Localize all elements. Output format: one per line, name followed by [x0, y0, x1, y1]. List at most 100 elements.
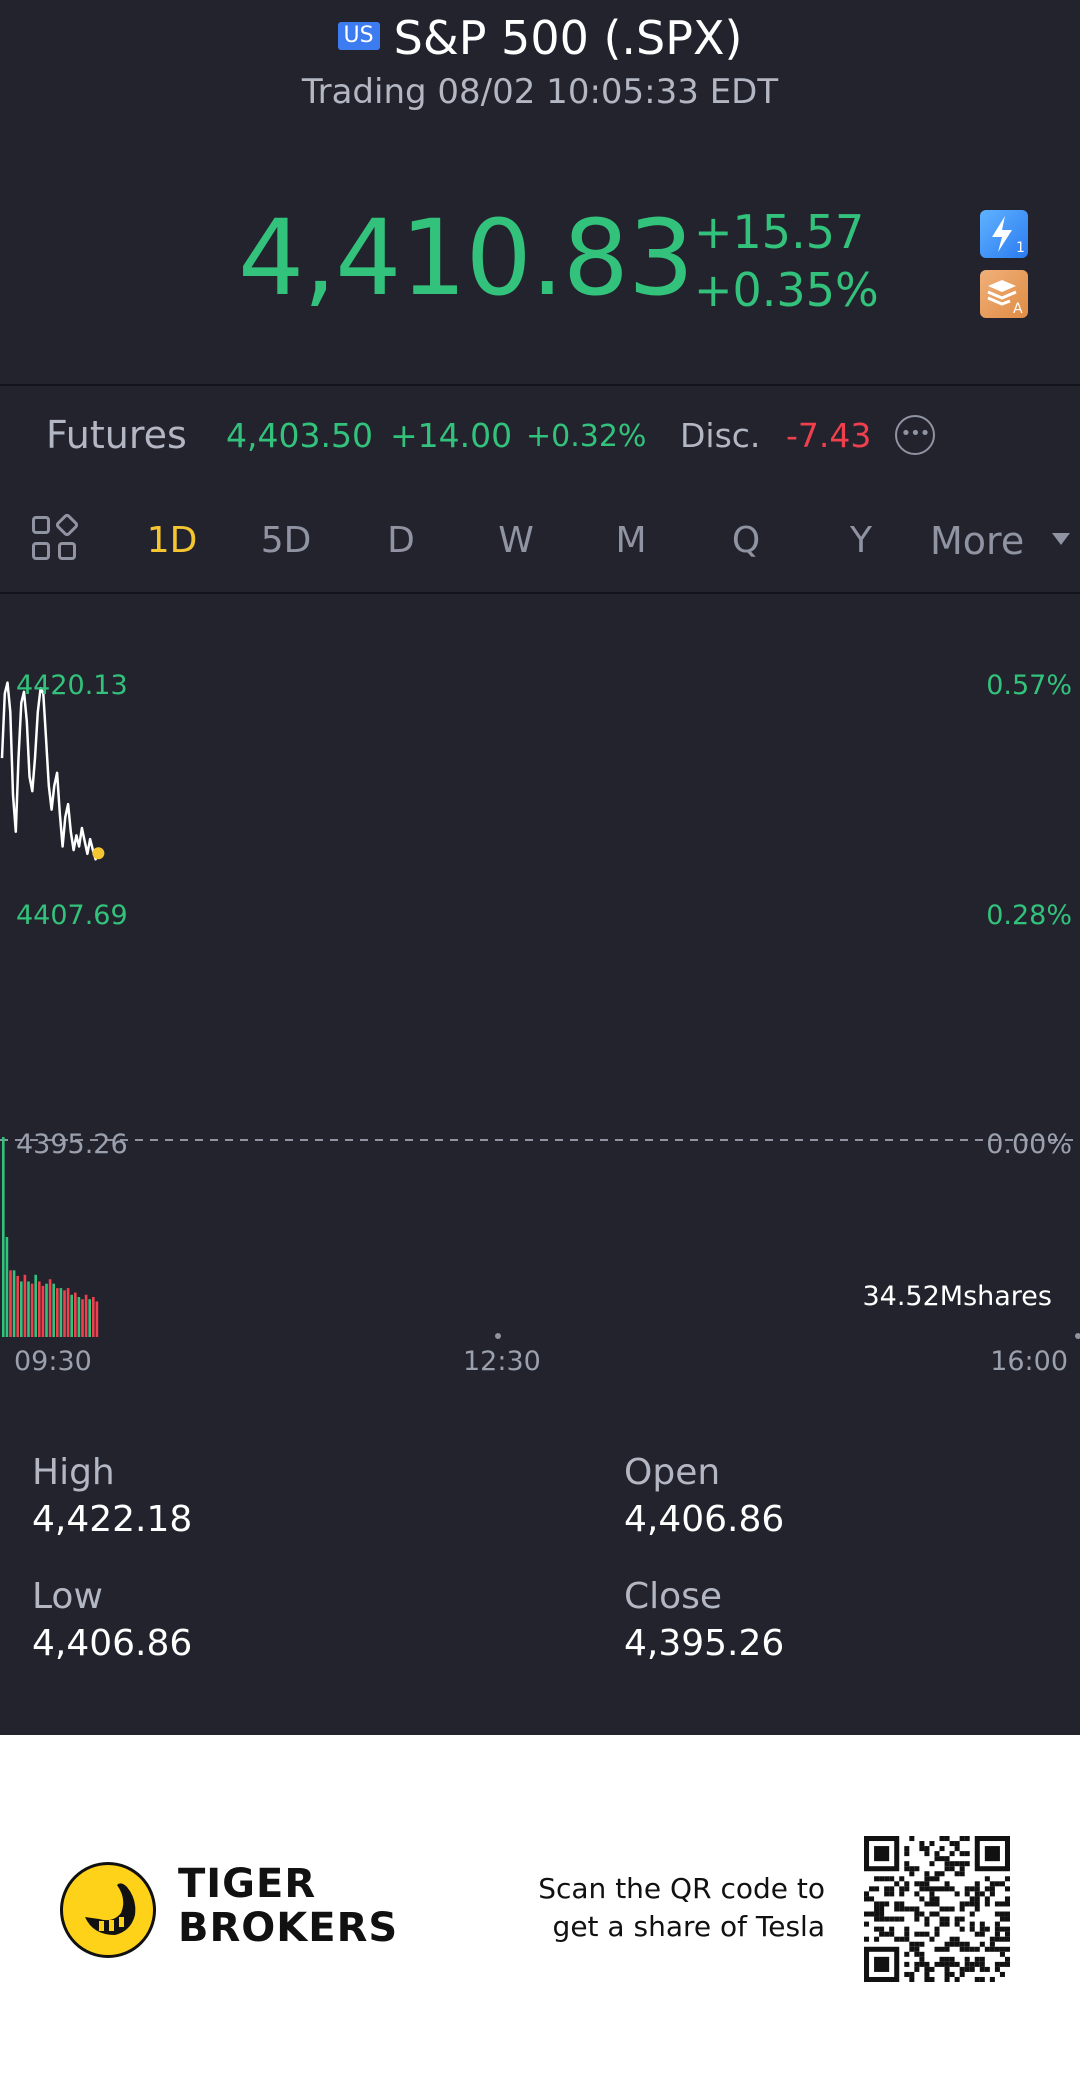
qr-module [909, 1871, 915, 1877]
qr-module [934, 1931, 940, 1937]
qr-caption: Scan the QR code to get a share of Tesla [500, 1870, 825, 1946]
intraday-chart[interactable] [0, 596, 1080, 1356]
tab-day[interactable]: D [387, 520, 415, 561]
page-title: US S&P 500 (.SPX) [0, 10, 1080, 66]
close-value: 4,395.26 [624, 1623, 785, 1664]
more-options-icon[interactable]: ••• [895, 415, 935, 455]
qr-module [904, 1961, 910, 1967]
stack-a-icon[interactable]: A [980, 270, 1028, 318]
qr-module [974, 1891, 980, 1897]
tab-5d[interactable]: 5D [260, 520, 312, 561]
tab-week[interactable]: W [498, 520, 534, 561]
qr-module [929, 1861, 935, 1867]
volume-bar [41, 1285, 45, 1337]
qr-module [939, 1856, 945, 1862]
volume-bar [66, 1288, 70, 1337]
time-tick-close: 16:00 [990, 1346, 1068, 1377]
qr-module [894, 1936, 900, 1942]
chart-layout-icon[interactable] [32, 512, 80, 564]
qr-module [1004, 1876, 1010, 1882]
qr-module [909, 1976, 915, 1982]
qr-module [1004, 1931, 1010, 1937]
tab-month[interactable]: M [615, 520, 647, 561]
qr-module [994, 1926, 1000, 1932]
qr-module [1004, 1936, 1010, 1942]
qr-module [964, 1946, 970, 1952]
qr-module [974, 1961, 980, 1967]
qr-module [934, 1856, 940, 1862]
qr-module [959, 1966, 965, 1972]
qr-module [954, 1891, 960, 1897]
tab-1d[interactable]: 1D [146, 520, 198, 561]
volume-bar [12, 1270, 16, 1337]
qr-module [914, 1931, 920, 1937]
qr-module [914, 1891, 920, 1897]
qr-module [989, 1936, 995, 1942]
qr-module [974, 1946, 980, 1952]
price-line [0, 681, 100, 861]
tab-more[interactable]: More [930, 519, 1025, 563]
discount-value: -7.43 [786, 416, 872, 455]
qr-module [979, 1976, 985, 1982]
close-label: Close [624, 1576, 723, 1617]
qr-module [894, 1901, 900, 1907]
volume-bar [63, 1290, 66, 1337]
qr-module [944, 1881, 950, 1887]
qr-module [989, 1881, 995, 1887]
qr-module [884, 1901, 890, 1907]
qr-module [919, 1846, 925, 1852]
qr-module [954, 1976, 960, 1982]
qr-module [964, 1961, 970, 1967]
qr-module [884, 1916, 890, 1922]
qr-module [999, 1946, 1005, 1952]
qr-caption-line-1: Scan the QR code to [538, 1872, 825, 1905]
qr-module [954, 1916, 960, 1922]
qr-module [889, 1926, 895, 1932]
qr-module [914, 1961, 920, 1967]
qr-module [914, 1881, 920, 1887]
qr-module [949, 1866, 955, 1872]
qr-module [904, 1971, 910, 1977]
time-tick-open: 09:30 [14, 1346, 92, 1377]
qr-module [979, 1926, 985, 1932]
qr-module [904, 1886, 910, 1892]
qr-module [884, 1886, 890, 1892]
qr-module [1004, 1886, 1010, 1892]
qr-module [924, 1886, 930, 1892]
qr-module [984, 1966, 990, 1972]
qr-module [924, 1976, 930, 1982]
qr-module [999, 1926, 1005, 1932]
lightning-level-1-icon[interactable]: 1 [980, 210, 1028, 258]
svg-text:1: 1 [1016, 240, 1025, 256]
qr-module [959, 1871, 965, 1877]
volume-bar [5, 1237, 9, 1337]
qr-module [879, 1911, 885, 1917]
qr-module [954, 1871, 960, 1877]
qr-module [889, 1916, 895, 1922]
qr-module [864, 1921, 870, 1927]
qr-module [939, 1836, 945, 1842]
qr-module [939, 1871, 945, 1877]
qr-module [899, 1906, 905, 1912]
chevron-down-icon[interactable] [1052, 533, 1070, 545]
qr-module [969, 1926, 975, 1932]
qr-module [914, 1966, 920, 1972]
qr-module [944, 1961, 950, 1967]
qr-module [894, 1881, 900, 1887]
tab-year[interactable]: Y [850, 520, 872, 561]
qr-module [939, 1886, 945, 1892]
tab-quarter[interactable]: Q [731, 520, 761, 561]
qr-module [949, 1886, 955, 1892]
qr-module [884, 1931, 890, 1937]
qr-module [919, 1911, 925, 1917]
qr-module [949, 1971, 955, 1977]
qr-module [909, 1941, 915, 1947]
qr-module [949, 1936, 955, 1942]
qr-module [949, 1941, 955, 1947]
qr-module [924, 1901, 930, 1907]
qr-module [934, 1901, 940, 1907]
qr-module [934, 1886, 940, 1892]
qr-module [944, 1886, 950, 1892]
qr-module [889, 1876, 895, 1882]
qr-module [864, 1896, 870, 1902]
